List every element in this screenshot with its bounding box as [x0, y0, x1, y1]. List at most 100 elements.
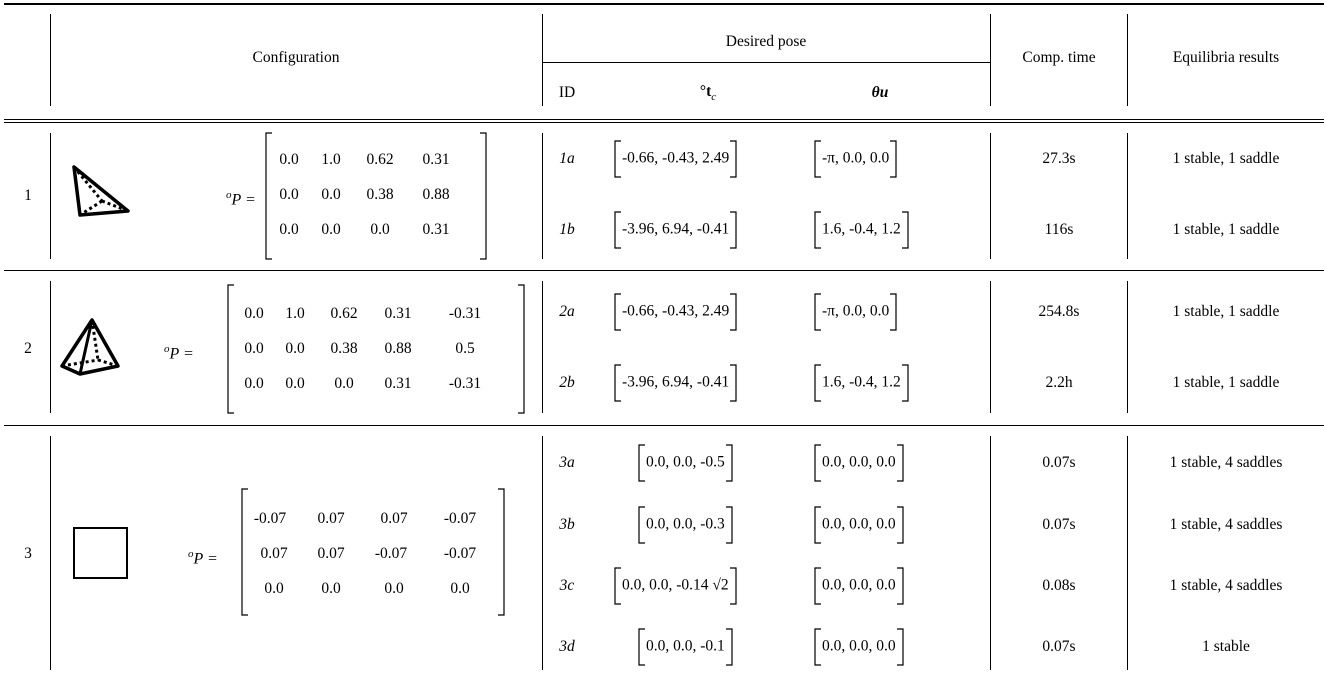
header-rule-1 — [4, 119, 1324, 120]
square-pyramid-icon — [60, 318, 120, 376]
header-rule-2 — [4, 122, 1324, 123]
matrix-cell: -0.07 — [374, 545, 408, 562]
translation-vector: 0.0, 0.0, -0.1 — [638, 628, 733, 666]
matrix-cell: 0.0 — [450, 580, 470, 597]
equilibria-result: 1 stable, 4 saddles — [1169, 577, 1283, 594]
square-icon — [73, 527, 128, 579]
comp-time: 0.07s — [1042, 516, 1076, 533]
translation-vector: -3.96, 6.94, -0.41 — [614, 211, 737, 249]
header-translation: °tc — [700, 83, 716, 106]
group-rule-2 — [4, 425, 1324, 426]
matrix-cell: 0.38 — [366, 186, 394, 203]
matrix-cell: 0.0 — [244, 340, 264, 357]
equilibria-result: 1 stable — [1202, 638, 1250, 655]
comp-time: 27.3s — [1042, 150, 1076, 167]
header-desired-pose: Desired pose — [725, 33, 807, 50]
header-translation-sub: c — [711, 91, 717, 104]
translation-vector: -3.96, 6.94, -0.41 — [614, 364, 737, 402]
row-id: 3c — [559, 577, 575, 594]
matrix-cell: 0.5 — [455, 340, 475, 357]
matrix-cell: 0.0 — [279, 186, 299, 203]
tetrahedron-icon — [72, 165, 130, 217]
matrix-left-bracket — [241, 488, 248, 616]
col-divider-2 — [542, 436, 543, 670]
equilibria-result: 1 stable, 1 saddle — [1172, 221, 1280, 238]
row-id: 3b — [559, 516, 575, 533]
matrix-cell: 1.0 — [321, 151, 341, 168]
row-id: 3a — [559, 454, 575, 471]
header-equilibria: Equilibria results — [1172, 49, 1280, 66]
matrix-cell: -0.31 — [448, 305, 482, 322]
rotation-vector: 1.6, -0.4, 1.2 — [814, 364, 909, 402]
matrix-cell: 0.0 — [384, 580, 404, 597]
matrix-cell: 0.0 — [285, 340, 305, 357]
header-id: ID — [558, 84, 576, 101]
col-divider-4 — [1127, 436, 1128, 670]
translation-vector: -0.66, -0.43, 2.49 — [614, 140, 737, 178]
rotation-vector: -π, 0.0, 0.0 — [814, 293, 897, 331]
header-translation-label: °t — [699, 83, 712, 100]
translation-vector: -0.66, -0.43, 2.49 — [614, 293, 737, 331]
top-rule — [4, 3, 1324, 5]
matrix-right-bracket — [498, 488, 505, 616]
matrix-cell: 0.62 — [330, 305, 358, 322]
matrix-left-bracket — [227, 284, 234, 414]
matrix-cell: 0.07 — [260, 545, 288, 562]
col-divider-4 — [1127, 281, 1128, 413]
matrix-cell: 0.88 — [384, 340, 412, 357]
col-divider-2 — [542, 133, 543, 259]
matrix-cell: 0.0 — [370, 221, 390, 238]
matrix-cell: 1.0 — [285, 305, 305, 322]
matrix-label: oP = — [188, 548, 218, 568]
translation-vector: 0.0, 0.0, -0.14 √2 — [614, 567, 737, 605]
matrix-cell: 0.0 — [334, 375, 354, 392]
matrix-cell: 0.0 — [321, 186, 341, 203]
matrix-cell: 0.0 — [285, 375, 305, 392]
row-id: 2a — [559, 303, 575, 320]
rotation-vector: 0.0, 0.0, 0.0 — [814, 567, 904, 605]
header-rotation: θu — [871, 84, 889, 101]
equilibria-result: 1 stable, 1 saddle — [1172, 374, 1280, 391]
col-divider-4 — [1127, 14, 1128, 106]
row-id: 1b — [559, 221, 575, 238]
group-number: 3 — [24, 545, 32, 562]
matrix-cell: 0.07 — [317, 510, 345, 527]
matrix-cell: 0.0 — [321, 580, 341, 597]
matrix-cell: 0.31 — [422, 151, 450, 168]
col-divider-2 — [542, 14, 543, 106]
header-comp-time: Comp. time — [1022, 49, 1096, 66]
matrix-cell: -0.07 — [253, 510, 287, 527]
matrix-right-bracket — [480, 132, 487, 260]
matrix-cell: 0.88 — [422, 186, 450, 203]
rotation-vector: 1.6, -0.4, 1.2 — [814, 211, 909, 249]
equilibria-result: 1 stable, 1 saddle — [1172, 150, 1280, 167]
matrix-cell: 0.07 — [380, 510, 408, 527]
col-divider-3 — [990, 133, 991, 259]
row-id: 1a — [559, 150, 575, 167]
matrix-cell: 0.0 — [279, 221, 299, 238]
row-id: 3d — [559, 638, 575, 655]
matrix-cell: 0.38 — [330, 340, 358, 357]
matrix-cell: -0.07 — [443, 510, 477, 527]
matrix-cell: 0.31 — [422, 221, 450, 238]
matrix-cell: 0.0 — [264, 580, 284, 597]
rotation-vector: 0.0, 0.0, 0.0 — [814, 628, 904, 666]
matrix-cell: 0.07 — [317, 545, 345, 562]
rotation-vector: -π, 0.0, 0.0 — [814, 140, 897, 178]
equilibria-result: 1 stable, 4 saddles — [1169, 454, 1283, 471]
row-id: 2b — [559, 374, 575, 391]
matrix-cell: 0.0 — [244, 375, 264, 392]
comp-time: 2.2h — [1045, 374, 1073, 391]
group-number: 2 — [24, 340, 32, 357]
equilibria-result: 1 stable, 4 saddles — [1169, 516, 1283, 533]
col-divider-3 — [990, 14, 991, 106]
matrix-cell: 0.31 — [384, 375, 412, 392]
group-number: 1 — [24, 187, 32, 204]
matrix-cell: -0.31 — [448, 375, 482, 392]
col-divider-1 — [50, 281, 51, 413]
matrix-right-bracket — [518, 284, 525, 414]
col-divider-4 — [1127, 133, 1128, 259]
col-divider-3 — [990, 281, 991, 413]
translation-vector: 0.0, 0.0, -0.3 — [638, 506, 733, 544]
